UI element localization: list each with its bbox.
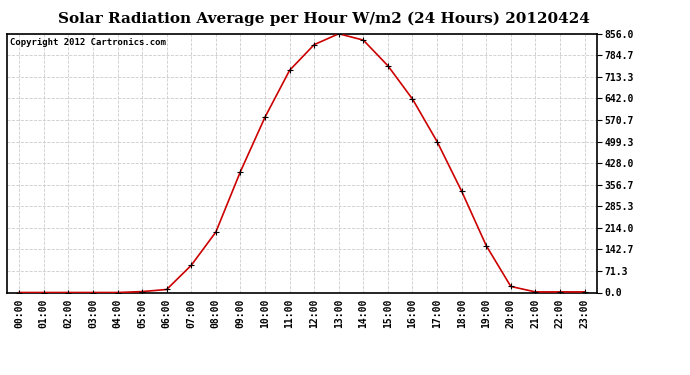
Text: Solar Radiation Average per Hour W/m2 (24 Hours) 20120424: Solar Radiation Average per Hour W/m2 (2… xyxy=(59,11,590,26)
Text: Copyright 2012 Cartronics.com: Copyright 2012 Cartronics.com xyxy=(10,38,166,46)
